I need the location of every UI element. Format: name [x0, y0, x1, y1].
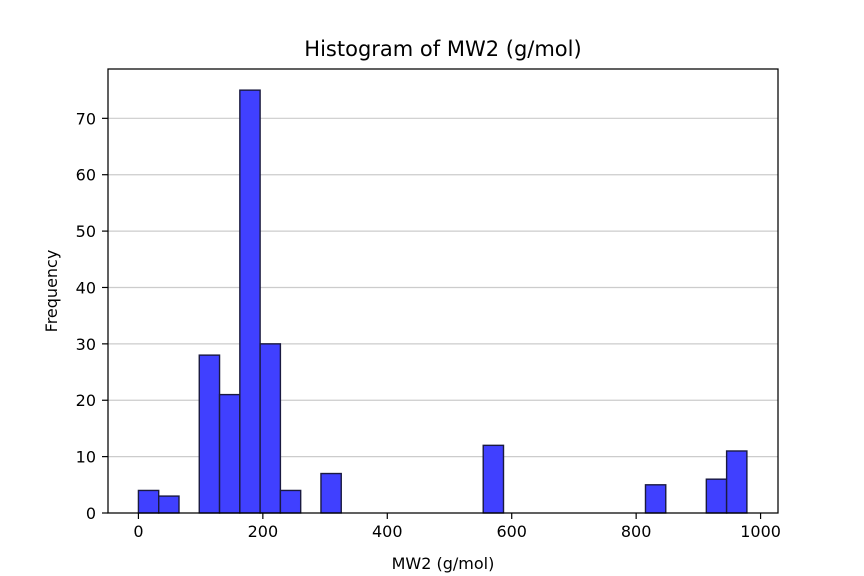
plot-frame	[107, 68, 779, 514]
histogram-bar	[137, 489, 160, 514]
histogram-bar	[725, 450, 748, 514]
y-axis-label: Frequency	[42, 250, 61, 333]
chart-title: Histogram of MW2 (g/mol)	[304, 37, 581, 61]
histogram-bar	[218, 393, 241, 514]
histogram-bar	[259, 343, 282, 514]
histogram-bar	[482, 444, 505, 514]
y-tick-label: 60	[76, 166, 96, 185]
histogram-bars	[137, 89, 748, 514]
y-tick-label: 10	[76, 448, 96, 467]
y-tick-label: 40	[76, 278, 96, 297]
x-axis-ticks: 0 200 400 600 800 1000	[133, 513, 781, 541]
histogram-bar	[198, 354, 221, 514]
y-tick-label: 30	[76, 335, 96, 354]
x-tick-label: 600	[496, 522, 527, 541]
x-tick-label: 400	[372, 522, 403, 541]
histogram-bar	[320, 472, 342, 514]
histogram-bar	[705, 478, 728, 514]
x-tick-label: 0	[133, 522, 143, 541]
histogram-bar	[158, 495, 180, 514]
y-axis-ticks: 0 10 20 30 40 50 60 70	[76, 109, 108, 523]
y-tick-label: 20	[76, 391, 96, 410]
x-tick-label: 800	[621, 522, 652, 541]
y-tick-label: 0	[86, 504, 96, 523]
x-axis-label: MW2 (g/mol)	[392, 554, 495, 573]
y-tick-label: 50	[76, 222, 96, 241]
histogram-bar	[279, 489, 302, 514]
histogram-bar	[239, 89, 261, 514]
x-tick-label: 1000	[740, 522, 781, 541]
x-tick-label: 200	[248, 522, 279, 541]
y-tick-label: 70	[76, 109, 96, 128]
histogram-bar	[644, 484, 667, 514]
